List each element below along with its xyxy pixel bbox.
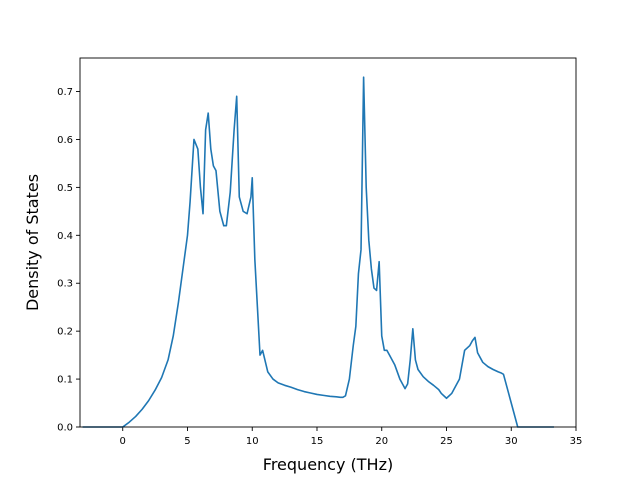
y-axis-label: Density of States — [23, 174, 42, 311]
y-tick-label: 0.2 — [57, 327, 73, 338]
y-tick-label: 0.1 — [57, 375, 73, 386]
plot-frame — [79, 57, 577, 428]
x-tick-label: 0 — [120, 436, 126, 447]
y-axis-ticks: 0.0 0.1 0.2 0.3 0.4 0.5 0.6 0.7 — [57, 87, 80, 434]
x-tick-label: 35 — [570, 436, 583, 447]
y-tick-label: 0.4 — [57, 231, 73, 242]
x-tick-label: 10 — [246, 436, 259, 447]
x-tick-label: 30 — [505, 436, 518, 447]
dos-series-line — [82, 76, 554, 428]
x-tick-label: 25 — [440, 436, 453, 447]
y-tick-label: 0.0 — [57, 423, 73, 434]
x-tick-label: 20 — [375, 436, 388, 447]
x-axis-ticks: 0 5 10 15 20 25 30 35 — [120, 427, 583, 447]
x-tick-label: 15 — [311, 436, 324, 447]
y-tick-label: 0.7 — [57, 87, 73, 98]
y-tick-label: 0.6 — [57, 135, 73, 146]
x-tick-label: 5 — [184, 436, 190, 447]
y-tick-label: 0.3 — [57, 279, 73, 290]
y-tick-label: 0.5 — [57, 183, 73, 194]
x-axis-label: Frequency (THz) — [263, 455, 393, 474]
